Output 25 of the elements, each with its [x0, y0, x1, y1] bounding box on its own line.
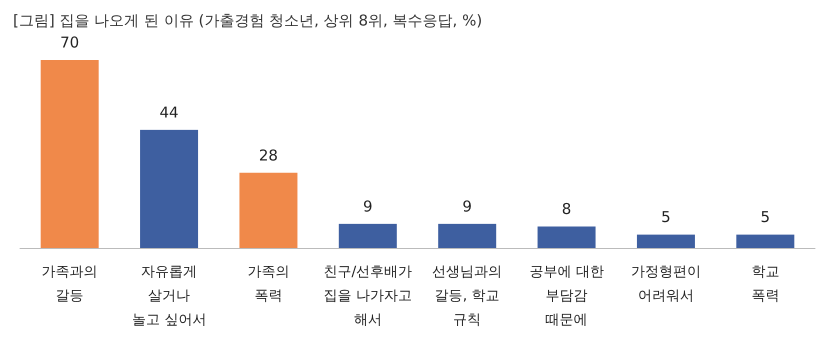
bar	[140, 130, 198, 248]
x-tick-label: 가족의 폭력	[247, 264, 290, 304]
bar	[239, 172, 298, 248]
data-label: 44	[160, 103, 179, 122]
data-label: 70	[60, 34, 80, 52]
data-label: 9	[462, 197, 472, 216]
bar	[438, 224, 496, 248]
x-tick-label: 학교 폭력	[751, 264, 780, 304]
x-tick-label: 가정형편이 어려워서	[630, 264, 701, 304]
data-label: 5	[661, 208, 671, 226]
bar	[636, 234, 695, 248]
data-label: 5	[760, 208, 770, 226]
x-tick-label: 공부에 대한 부담감 때문에	[529, 264, 604, 328]
data-label: 28	[258, 146, 278, 164]
bar	[538, 226, 596, 248]
bar	[736, 234, 794, 248]
data-label: 9	[363, 197, 373, 216]
x-tick-label: 선생님과의 갈등, 학교 규칙	[432, 264, 502, 328]
x-tick-label: 자유롭게 살거나 놀고 싶어서	[132, 264, 206, 328]
x-tick-label: 친구/선후배가 집을 나가자고 해서	[323, 264, 412, 328]
data-label: 8	[562, 200, 572, 218]
chart-title: [그림] 집을 나오게 된 이유 (가출경험 청소년, 상위 8위, 복수응답, %)	[13, 12, 482, 30]
x-tick-label: 가족과의 갈등	[42, 264, 98, 304]
bar	[338, 224, 397, 248]
bar	[40, 60, 99, 248]
